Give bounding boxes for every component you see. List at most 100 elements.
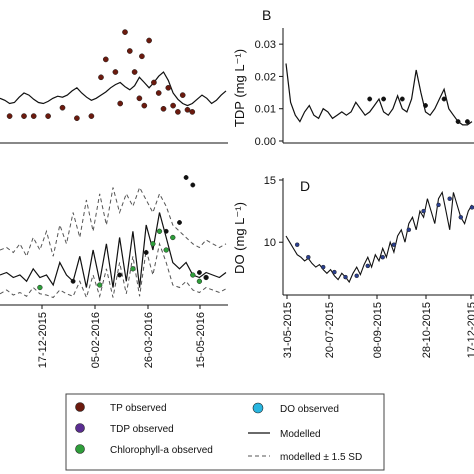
tdp-point: [381, 96, 387, 102]
tdp-point: [399, 96, 405, 102]
chl-point: [196, 278, 203, 284]
tp-point: [179, 92, 186, 98]
tp-point: [183, 175, 189, 180]
y-tick-label: 10: [264, 237, 276, 249]
panel-b-modelled-line: [285, 63, 473, 126]
legend: TP observed TDP observed Chlorophyll-a o…: [65, 393, 385, 471]
tp-point: [70, 278, 76, 284]
panel-b: B 0.00 0.01 0.02 0.03 TDP (mg L⁻¹): [232, 7, 474, 148]
tp-point: [170, 102, 176, 109]
x-tick-label: 15-05-2016: [195, 312, 207, 368]
legend-sd-label: modelled ± 1.5 SD: [280, 452, 362, 463]
tp-point: [190, 182, 196, 188]
tdp-point: [441, 96, 447, 102]
tp-point: [175, 109, 181, 115]
legend-do-marker: [252, 402, 264, 414]
tp-point: [165, 84, 172, 91]
chl-point: [97, 282, 103, 288]
tp-point: [146, 37, 152, 44]
panel-d-do-points: [294, 196, 474, 280]
tp-point: [45, 113, 51, 119]
do-point: [469, 205, 474, 210]
do-point: [458, 215, 464, 220]
legend-chl-marker: [75, 444, 85, 454]
tp-point: [203, 275, 209, 280]
legend-chl-label: Chlorophyll-a observed: [110, 445, 213, 456]
y-tick-label: 0.01: [255, 104, 276, 116]
panel-b-letter: B: [262, 7, 271, 23]
tp-point: [131, 69, 138, 75]
do-point: [365, 263, 371, 269]
tp-point: [30, 113, 37, 119]
tp-point: [21, 113, 27, 119]
legend-tdp-label: TDP observed: [110, 424, 174, 435]
x-tick-label: 17-12-2015: [466, 302, 474, 358]
tp-point: [160, 105, 167, 112]
do-point: [306, 254, 311, 260]
tp-point: [102, 56, 109, 63]
panel-d-letter: D: [300, 178, 310, 194]
do-point: [354, 273, 359, 279]
chl-point: [130, 266, 136, 272]
legend-tp-marker: [75, 402, 85, 412]
y-tick-label: 15: [264, 175, 276, 187]
tp-point: [177, 220, 182, 225]
legend-modelled-label: Modelled: [280, 429, 321, 440]
tp-point: [196, 270, 202, 275]
tp-point: [151, 79, 157, 86]
legend-tp-label: TP observed: [110, 403, 167, 414]
panel-c-observed-points: [37, 175, 209, 291]
tdp-point: [423, 103, 428, 108]
do-point: [343, 274, 348, 280]
do-point: [447, 196, 452, 201]
do-point: [406, 227, 412, 233]
x-tick-label: 05-02-2016: [90, 312, 102, 368]
panel-c-upper-sd-line: [0, 186, 227, 258]
tp-point: [122, 29, 128, 35]
y-tick-label: 0.03: [255, 39, 276, 51]
chl-point: [37, 284, 43, 291]
x-tick-label: 31-05-2015: [282, 302, 294, 358]
do-point: [436, 202, 441, 208]
x-tick-label: 26-03-2016: [143, 312, 155, 368]
tp-point: [88, 113, 95, 119]
chl-point: [156, 228, 163, 234]
panel-d-modelled-line: [285, 190, 473, 284]
do-point: [332, 269, 337, 275]
tp-point: [74, 115, 80, 122]
panel-b-y-label: TDP (mg L⁻¹): [232, 49, 247, 127]
panel-c-lower-sd-line: [0, 241, 227, 300]
panel-d-y-label: DO (mg L⁻¹): [232, 202, 247, 274]
do-point: [294, 242, 300, 247]
chl-point: [170, 234, 176, 241]
x-tick-label: 20-07-2015: [324, 302, 336, 358]
panel-b-y-ticks: 0.00 0.01 0.02 0.03: [255, 39, 283, 148]
chl-point: [163, 247, 169, 253]
tp-point: [139, 53, 145, 60]
tdp-point: [464, 119, 470, 125]
tdp-point: [367, 96, 373, 102]
tp-point: [163, 228, 169, 234]
y-tick-label: 0.00: [255, 136, 276, 148]
panel-a-modelled-line: [0, 71, 227, 107]
do-point: [380, 254, 385, 260]
panel-a: [0, 29, 228, 144]
tp-point: [117, 100, 124, 107]
panel-c: 17-12-2015 05-02-2016 26-03-2016 15-05-2016: [0, 175, 228, 368]
tp-point: [6, 113, 13, 119]
panel-a-tp-points: [6, 29, 196, 122]
y-tick-label: 0.02: [255, 71, 276, 83]
panel-d-x-ticks: 31-05-2015 20-07-2015 08-09-2015 28-10-2015…: [282, 295, 474, 358]
tp-point: [143, 250, 149, 255]
tp-point: [98, 74, 104, 81]
legend-box: [65, 393, 385, 471]
do-point: [391, 242, 397, 247]
x-tick-label: 28-10-2015: [421, 302, 433, 358]
tp-point: [141, 102, 148, 109]
tp-point: [126, 48, 133, 54]
chl-point: [190, 272, 196, 278]
legend-do-label: DO observed: [280, 404, 339, 415]
tp-point: [112, 69, 119, 75]
tdp-point: [455, 119, 461, 125]
